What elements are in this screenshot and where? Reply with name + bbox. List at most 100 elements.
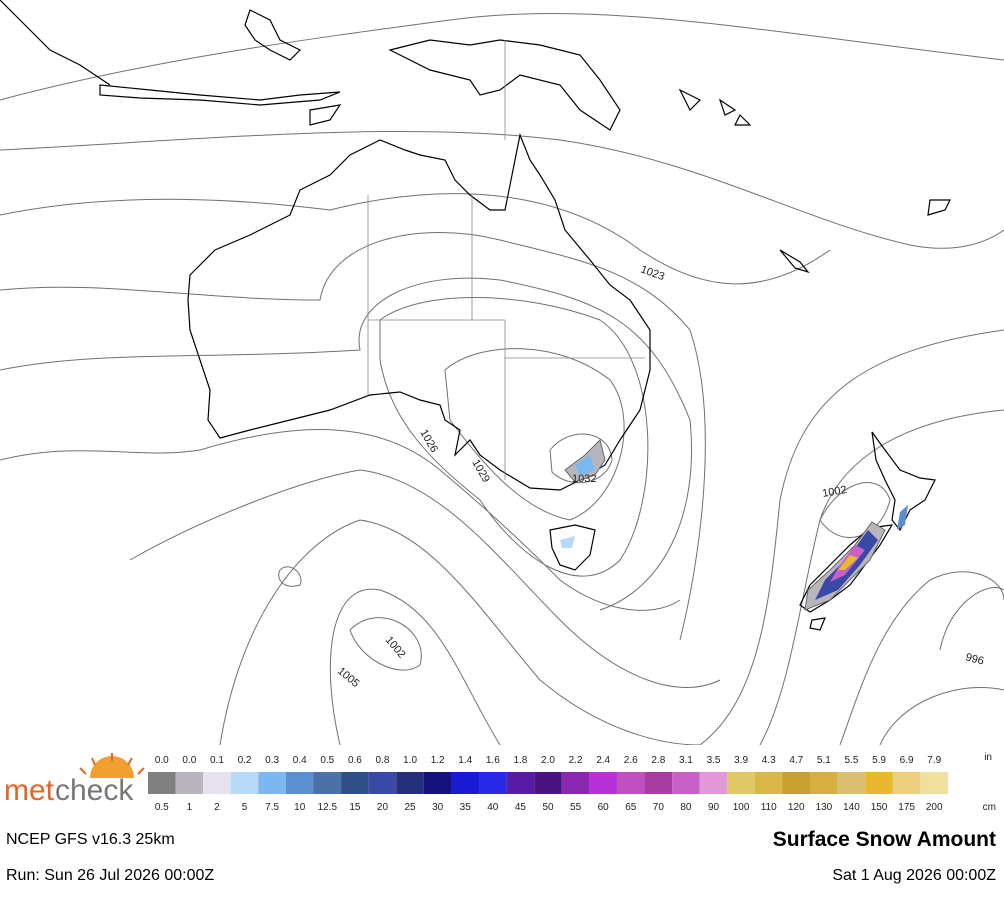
- bottom-label: 110: [761, 802, 777, 813]
- coastlines: [0, 0, 951, 631]
- run-time: Run: Sun 26 Jul 2026 00:00Z: [6, 867, 215, 884]
- color-swatch: [230, 772, 259, 794]
- top-label: 1.6: [486, 755, 500, 766]
- isobar-label: 1002: [383, 634, 408, 660]
- bottom-label: 20: [377, 802, 389, 813]
- bottom-label: 70: [653, 802, 665, 813]
- bottom-label: 25: [405, 802, 417, 813]
- top-label: 2.8: [651, 755, 665, 766]
- color-swatch: [727, 772, 755, 794]
- legend: met check in cm 0.0 0.5 0.0 1 0.1 2 0.2 5 0.3 7.5…: [4, 752, 996, 813]
- top-label: 5.9: [872, 755, 886, 766]
- bottom-label: 65: [625, 802, 637, 813]
- bottom-label: 40: [487, 802, 499, 813]
- top-label: 0.1: [210, 755, 224, 766]
- color-swatch: [754, 772, 783, 794]
- bottom-label: 200: [926, 802, 943, 813]
- top-label: 0.8: [376, 755, 390, 766]
- color-swatch: [479, 772, 507, 794]
- top-label: 1.4: [458, 755, 472, 766]
- bottom-label: 80: [680, 802, 692, 813]
- bottom-label: 130: [816, 802, 833, 813]
- top-label: 0.2: [238, 755, 252, 766]
- bottom-label: 12.5: [318, 802, 338, 813]
- color-swatch: [203, 772, 231, 794]
- top-label: 2.2: [569, 755, 583, 766]
- color-swatch: [699, 772, 728, 794]
- top-label: 4.3: [762, 755, 776, 766]
- top-label: 2.0: [541, 755, 555, 766]
- top-label: 2.6: [624, 755, 638, 766]
- bottom-label: 60: [598, 802, 610, 813]
- top-label: 0.0: [155, 755, 169, 766]
- bottom-label: 15: [349, 802, 361, 813]
- isobar-label: 1026: [417, 428, 440, 455]
- product-title: Surface Snow Amount: [772, 828, 996, 851]
- color-swatch: [396, 772, 424, 794]
- top-label: 2.4: [596, 755, 610, 766]
- bottom-label: 1: [187, 802, 193, 813]
- isobar-label: 996: [964, 651, 985, 667]
- bottom-label: 7.5: [265, 802, 279, 813]
- top-label: 1.8: [513, 755, 527, 766]
- unit-top: in: [984, 752, 992, 763]
- isobar-label: 1023: [639, 264, 666, 284]
- logo-met: met: [4, 774, 55, 807]
- bottom-label: 100: [733, 802, 750, 813]
- bottom-label: 35: [460, 802, 472, 813]
- color-swatch: [892, 772, 921, 794]
- bottom-label: 140: [843, 802, 860, 813]
- bottom-label: 2: [214, 802, 220, 813]
- bottom-label: 5: [242, 802, 248, 813]
- color-swatch: [423, 772, 452, 794]
- bottom-label: 90: [708, 802, 720, 813]
- color-swatch: [616, 772, 645, 794]
- bottom-label: 175: [898, 802, 915, 813]
- top-label: 3.5: [707, 755, 721, 766]
- top-label: 1.2: [431, 755, 445, 766]
- color-swatch: [175, 772, 204, 794]
- top-label: 0.0: [182, 755, 196, 766]
- color-swatch: [782, 772, 811, 794]
- top-label: 5.5: [844, 755, 858, 766]
- bottom-label: 0.5: [155, 802, 169, 813]
- top-label: 6.9: [900, 755, 914, 766]
- bottom-label: 45: [515, 802, 527, 813]
- color-swatch: [341, 772, 369, 794]
- isobars: [0, 13, 1004, 745]
- color-swatch: [561, 772, 590, 794]
- color-swatch: [837, 772, 866, 794]
- color-swatch: [506, 772, 535, 794]
- snow-cover: [560, 439, 908, 611]
- color-swatch: [368, 772, 397, 794]
- bottom-label: 150: [871, 802, 888, 813]
- top-label: 7.9: [927, 755, 941, 766]
- isobar-label: 1032: [572, 473, 596, 485]
- logo-sun: [79, 753, 145, 778]
- top-label: 0.4: [293, 755, 307, 766]
- bottom-label: 30: [432, 802, 444, 813]
- top-label: 3.1: [679, 755, 693, 766]
- top-label: 0.3: [265, 755, 279, 766]
- unit-bottom: cm: [983, 802, 996, 813]
- color-swatch: [644, 772, 673, 794]
- color-swatch: [148, 772, 176, 794]
- bottom-label: 55: [570, 802, 582, 813]
- top-label: 0.5: [320, 755, 334, 766]
- state-borders: [367, 40, 645, 480]
- color-swatch: [810, 772, 838, 794]
- logo-check: check: [55, 774, 134, 807]
- bottom-label: 50: [542, 802, 554, 813]
- color-swatch: [258, 772, 286, 794]
- isobar-label: 1005: [335, 665, 361, 690]
- color-swatch: [451, 772, 480, 794]
- top-label: 5.1: [817, 755, 831, 766]
- isobar-label: 1002: [821, 484, 847, 500]
- top-label: 0.6: [348, 755, 362, 766]
- color-swatch: [313, 772, 342, 794]
- color-swatch: [285, 772, 314, 794]
- color-swatch: [672, 772, 700, 794]
